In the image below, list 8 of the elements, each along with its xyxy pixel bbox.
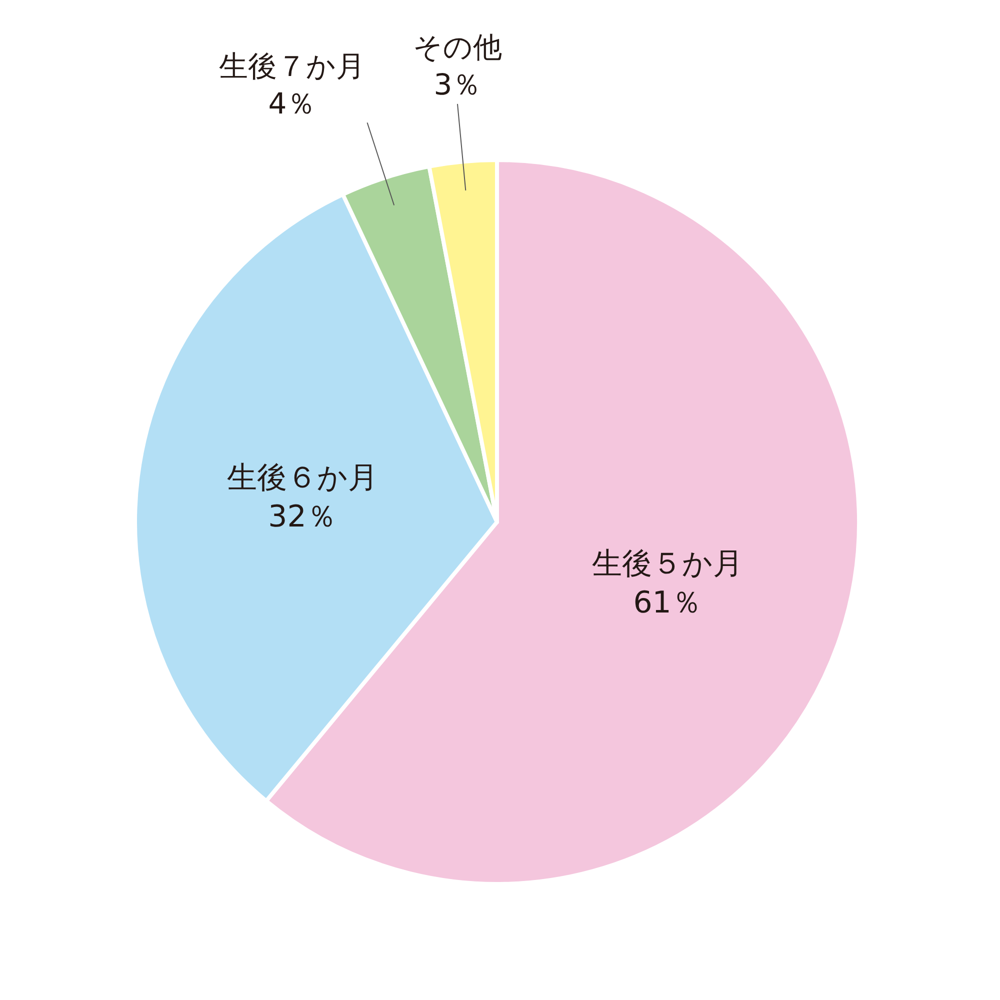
slice-label: 生後６か月 xyxy=(226,460,378,496)
data-label: 3％ xyxy=(434,68,482,102)
slice-label: 生後５か月 xyxy=(592,546,743,582)
data-label: 4％ xyxy=(268,86,316,121)
data-label: 32％ xyxy=(268,499,336,534)
data-label: 61％ xyxy=(633,585,702,620)
slice-label: その他 xyxy=(413,30,502,64)
slice-label: 生後７か月 xyxy=(219,49,365,83)
